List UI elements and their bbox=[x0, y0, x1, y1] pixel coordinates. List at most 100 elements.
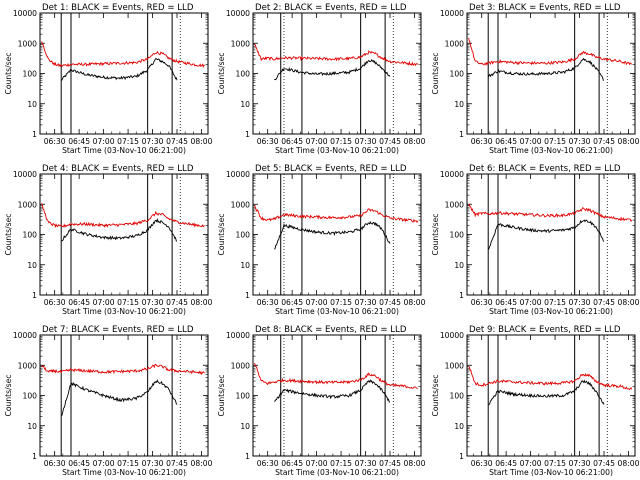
y-tick-label: 10 bbox=[27, 422, 37, 431]
y-tick-label: 1 bbox=[32, 291, 37, 300]
y-tick-label: 100 bbox=[450, 392, 465, 401]
x-tick-label: 08:00 bbox=[618, 459, 640, 468]
x-tick-label: 06:30 bbox=[44, 137, 66, 146]
x-axis-label: Start Time (03-Nov-10 06:21:00) bbox=[62, 468, 186, 477]
x-tick-label: 08:00 bbox=[191, 459, 213, 468]
x-tick-label: 07:30 bbox=[142, 459, 164, 468]
x-tick-label: 07:00 bbox=[520, 459, 542, 468]
x-tick-label: 07:15 bbox=[544, 298, 566, 307]
chart-panel-4: Det 4: BLACK = Events, RED = LLD 1 10 100 10… bbox=[4, 164, 213, 316]
x-tick-label: 08:00 bbox=[404, 137, 426, 146]
x-tick-label: 06:30 bbox=[44, 298, 66, 307]
series-line-events bbox=[61, 58, 178, 81]
x-tick-label: 07:45 bbox=[593, 298, 615, 307]
x-tick-label: 06:45 bbox=[68, 459, 90, 468]
x-tick-label: 07:45 bbox=[379, 137, 401, 146]
plot-frame bbox=[466, 173, 636, 296]
x-tick-label: 06:45 bbox=[68, 298, 90, 307]
y-tick-label: 100 bbox=[236, 392, 251, 401]
x-tick-label: 07:15 bbox=[117, 298, 139, 307]
series-line-events bbox=[274, 379, 391, 403]
x-tick-label: 07:30 bbox=[355, 459, 377, 468]
y-tick-label: 100 bbox=[23, 70, 38, 79]
x-tick-label: 06:30 bbox=[257, 137, 279, 146]
y-tick-label: 10000 bbox=[440, 331, 464, 340]
y-tick-label: 1000 bbox=[445, 361, 464, 370]
y-tick-label: 10000 bbox=[13, 9, 37, 18]
y-tick-label: 10000 bbox=[226, 9, 250, 18]
series-line-events bbox=[61, 379, 178, 416]
plot-frame bbox=[252, 334, 422, 457]
plot-frame bbox=[39, 173, 209, 296]
y-tick-label: 10000 bbox=[13, 331, 37, 340]
x-tick-label: 07:15 bbox=[544, 137, 566, 146]
x-axis-label: Start Time (03-Nov-10 06:21:00) bbox=[275, 307, 399, 316]
x-tick-label: 07:30 bbox=[569, 137, 591, 146]
y-tick-label: 10 bbox=[454, 422, 464, 431]
panel-title: Det 5: BLACK = Events, RED = LLD bbox=[255, 164, 407, 174]
x-tick-label: 07:45 bbox=[593, 137, 615, 146]
panel-title: Det 4: BLACK = Events, RED = LLD bbox=[42, 164, 194, 174]
panel-title: Det 7: BLACK = Events, RED = LLD bbox=[42, 325, 194, 335]
y-tick-label: 1000 bbox=[445, 200, 464, 209]
x-tick-label: 07:45 bbox=[166, 298, 188, 307]
series-line-lld bbox=[254, 43, 419, 67]
series-line-lld bbox=[254, 362, 418, 389]
y-axis-label: Counts/sec bbox=[4, 214, 13, 256]
y-tick-label: 100 bbox=[236, 70, 251, 79]
y-axis-label: Counts/sec bbox=[217, 214, 226, 256]
y-tick-label: 1 bbox=[459, 452, 464, 461]
x-tick-label: 07:00 bbox=[306, 298, 328, 307]
x-tick-label: 08:00 bbox=[618, 298, 640, 307]
plot-frame bbox=[39, 334, 209, 457]
x-axis-label: Start Time (03-Nov-10 06:21:00) bbox=[275, 468, 399, 477]
series-line-lld bbox=[41, 41, 206, 69]
x-axis-label: Start Time (03-Nov-10 06:21:00) bbox=[489, 468, 613, 477]
series-line-events bbox=[487, 219, 605, 250]
y-tick-label: 10 bbox=[240, 422, 250, 431]
x-tick-label: 06:45 bbox=[281, 137, 303, 146]
x-axis-label: Start Time (03-Nov-10 06:21:00) bbox=[62, 307, 186, 316]
x-tick-label: 08:00 bbox=[191, 298, 213, 307]
x-tick-label: 07:00 bbox=[306, 137, 328, 146]
x-tick-label: 07:00 bbox=[306, 459, 328, 468]
y-tick-label: 10 bbox=[240, 100, 250, 109]
x-tick-label: 07:45 bbox=[166, 137, 188, 146]
y-tick-label: 1000 bbox=[18, 361, 37, 370]
x-tick-label: 07:15 bbox=[330, 298, 352, 307]
x-tick-label: 07:15 bbox=[117, 459, 139, 468]
y-tick-label: 1000 bbox=[18, 39, 37, 48]
series-line-events bbox=[61, 217, 178, 242]
series-line-lld bbox=[468, 37, 633, 66]
y-axis-label: Counts/sec bbox=[4, 53, 13, 95]
x-tick-label: 08:00 bbox=[618, 137, 640, 146]
series-line-lld bbox=[254, 204, 419, 224]
x-tick-label: 06:45 bbox=[495, 298, 517, 307]
panel-title: Det 3: BLACK = Events, RED = LLD bbox=[469, 3, 621, 13]
series-line-lld bbox=[41, 363, 205, 376]
x-tick-label: 07:00 bbox=[93, 298, 115, 307]
x-tick-label: 06:45 bbox=[281, 298, 303, 307]
x-tick-label: 07:15 bbox=[330, 459, 352, 468]
x-tick-label: 07:30 bbox=[142, 298, 164, 307]
y-tick-label: 10000 bbox=[440, 170, 464, 179]
panel-title: Det 9: BLACK = Events, RED = LLD bbox=[469, 325, 621, 335]
chart-panel-5: Det 5: BLACK = Events, RED = LLD 1 10 100 10… bbox=[217, 164, 426, 316]
panel-title: Det 6: BLACK = Events, RED = LLD bbox=[469, 164, 621, 174]
y-tick-label: 1000 bbox=[445, 39, 464, 48]
x-tick-label: 07:30 bbox=[569, 459, 591, 468]
y-axis-label: Counts/sec bbox=[217, 375, 226, 417]
y-tick-label: 1 bbox=[245, 291, 250, 300]
y-tick-label: 1000 bbox=[231, 361, 250, 370]
y-tick-label: 1 bbox=[32, 452, 37, 461]
x-tick-label: 06:45 bbox=[495, 137, 517, 146]
x-tick-label: 06:30 bbox=[257, 459, 279, 468]
series-line-events bbox=[274, 58, 391, 81]
x-tick-label: 06:30 bbox=[471, 137, 493, 146]
y-axis-label: Counts/sec bbox=[4, 375, 13, 417]
panel-title: Det 1: BLACK = Events, RED = LLD bbox=[42, 3, 194, 13]
x-axis-label: Start Time (03-Nov-10 06:21:00) bbox=[489, 146, 613, 155]
x-tick-label: 07:45 bbox=[166, 459, 188, 468]
x-tick-label: 07:45 bbox=[379, 298, 401, 307]
